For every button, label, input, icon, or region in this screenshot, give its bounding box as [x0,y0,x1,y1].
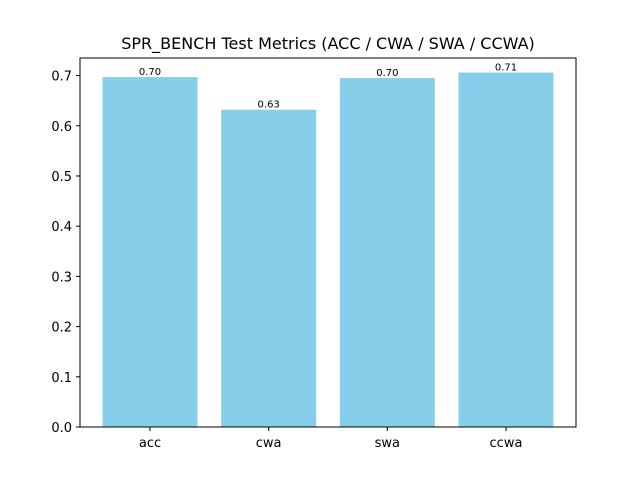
bar-ccwa [458,72,554,428]
data-label-acc: 0.70 [139,67,161,78]
bar-cwa [221,109,317,427]
y-axis: 0.0 0.1 0.2 0.3 0.4 0.5 0.6 0.7 [51,70,80,436]
y-tick-label: 0.3 [51,270,72,285]
bar-acc [102,77,198,428]
x-axis: acc cwa swa ccwa [139,427,523,451]
bar-swa [339,78,435,427]
x-tick-label-ccwa: ccwa [490,436,523,451]
y-tick-label: 0.0 [51,421,72,436]
x-tick-label-swa: swa [375,436,400,451]
chart-title: SPR_BENCH Test Metrics (ACC / CWA / SWA … [121,34,535,54]
y-tick-label: 0.4 [51,220,72,235]
y-tick-label: 0.2 [51,321,72,336]
y-tick-label: 0.5 [51,170,72,185]
y-tick-label: 0.1 [51,371,72,386]
plot-frame [79,57,577,428]
x-tick-label-cwa: cwa [256,436,282,451]
data-label-cwa: 0.63 [258,100,280,111]
data-label-ccwa: 0.71 [495,63,517,74]
y-tick-label: 0.6 [51,120,72,135]
y-tick-label: 0.7 [51,70,72,85]
data-label-swa: 0.70 [376,68,398,79]
x-tick-label-acc: acc [139,436,161,451]
data-labels-group: 0.70 0.63 0.70 0.71 [139,63,517,111]
bars-group [102,72,554,428]
